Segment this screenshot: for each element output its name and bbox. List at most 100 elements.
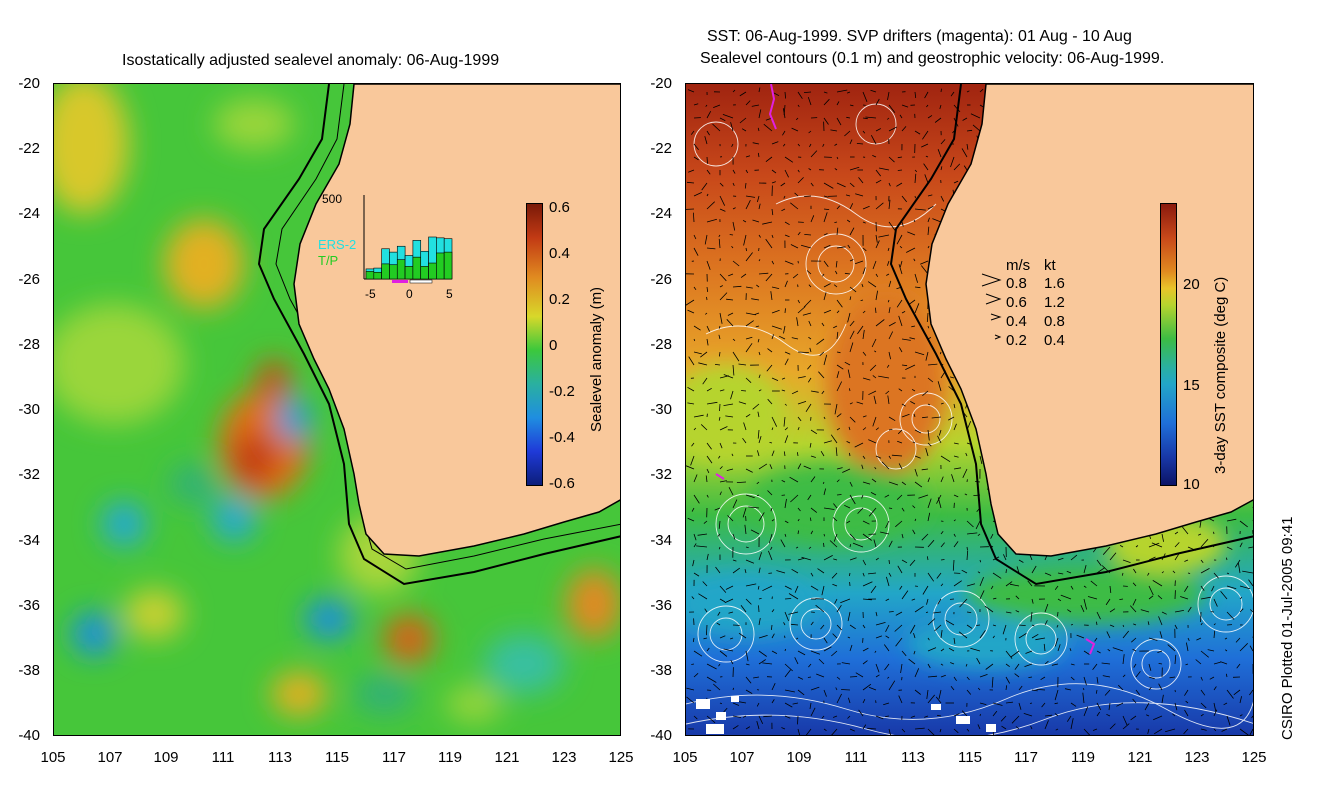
velocity-arrow — [914, 195, 916, 199]
velocity-arrow — [862, 520, 870, 525]
velocity-arrow — [1187, 637, 1190, 641]
velocity-arrow — [831, 572, 838, 579]
velocity-arrow — [1122, 630, 1130, 639]
velocity-arrow — [1252, 169, 1253, 170]
velocity-arrow — [1051, 663, 1059, 666]
velocity-arrow — [870, 585, 877, 594]
x-tick: 111 — [844, 749, 868, 766]
velocity-arrow — [1070, 554, 1078, 561]
velocity-arrow — [762, 585, 773, 592]
velocity-arrow — [712, 123, 721, 132]
velocity-arrow — [1121, 572, 1124, 576]
velocity-arrow — [1018, 685, 1023, 691]
x-tick: 123 — [551, 749, 577, 766]
velocity-arrow — [784, 435, 789, 444]
speed-ms: 0.8 — [1006, 275, 1027, 292]
velocity-arrow — [1252, 625, 1253, 626]
velocity-arrow — [732, 725, 739, 730]
velocity-arrow — [784, 169, 789, 178]
velocity-arrow — [885, 635, 890, 639]
velocity-arrow — [807, 364, 812, 370]
velocity-arrow — [778, 335, 786, 340]
velocity-arrow — [1252, 351, 1253, 352]
velocity-arrow — [913, 413, 916, 418]
velocity-arrow — [1252, 130, 1253, 131]
velocity-arrow — [953, 403, 956, 409]
velocity-arrow — [870, 492, 877, 496]
velocity-arrow — [823, 507, 835, 510]
velocity-arrow — [897, 169, 903, 171]
speed-legend-header-kt: kt — [1044, 257, 1056, 274]
velocity-arrow — [834, 168, 838, 171]
velocity-arrow — [927, 194, 933, 197]
velocity-arrow — [887, 299, 890, 303]
velocity-arrow — [1005, 701, 1014, 704]
velocity-arrow — [1133, 568, 1137, 574]
velocity-arrow — [784, 351, 791, 355]
svp-drifter-track — [768, 84, 777, 130]
velocity-arrow — [1148, 676, 1155, 680]
velocity-arrow — [771, 624, 773, 630]
velocity-arrow — [1252, 378, 1253, 380]
velocity-arrow — [693, 143, 699, 151]
velocity-arrow — [1109, 552, 1117, 561]
velocity-arrow — [913, 258, 916, 262]
velocity-arrow — [914, 173, 917, 184]
velocity-arrow — [900, 663, 903, 674]
velocity-arrow — [953, 163, 961, 171]
velocity-arrow — [867, 727, 877, 730]
velocity-arrow — [861, 283, 864, 288]
velocity-arrow — [693, 494, 700, 504]
velocity-arrow — [797, 518, 800, 522]
velocity-arrow — [992, 597, 997, 600]
velocity-arrow — [984, 605, 994, 613]
velocity-arrow — [927, 572, 935, 582]
velocity-arrow — [927, 226, 930, 236]
velocity-arrow — [1082, 692, 1085, 704]
velocity-arrow — [697, 533, 708, 536]
velocity-arrow — [791, 127, 799, 132]
velocity-arrow — [899, 585, 903, 590]
velocity-arrow — [835, 260, 838, 268]
velocity-arrow — [732, 702, 740, 706]
velocity-arrow — [948, 416, 955, 421]
velocity-arrow — [745, 413, 751, 418]
velocity-arrow — [977, 687, 981, 691]
velocity-arrow — [725, 585, 734, 590]
velocity-arrow — [1226, 518, 1237, 522]
velocity-arrow — [840, 598, 851, 604]
velocity-arrow — [862, 724, 867, 730]
y-tick: -30 — [650, 401, 672, 418]
velocity-arrow — [754, 312, 760, 315]
velocity-arrow — [807, 96, 812, 106]
velocity-arrow — [729, 637, 734, 640]
velocity-arrow — [1187, 572, 1191, 574]
velocity-arrow — [1122, 674, 1126, 678]
velocity-arrow — [1174, 702, 1178, 711]
velocity-arrow — [758, 715, 764, 724]
velocity-arrow — [1185, 700, 1189, 704]
velocity-arrow — [927, 539, 935, 548]
velocity-arrow — [1054, 689, 1059, 701]
velocity-arrow — [715, 566, 721, 574]
velocity-arrow — [784, 280, 788, 288]
velocity-arrow — [830, 434, 838, 444]
velocity-arrow — [693, 212, 695, 223]
velocity-arrow — [1135, 689, 1141, 695]
velocity-arrow — [771, 609, 775, 613]
velocity-arrow — [706, 338, 709, 346]
velocity-arrow — [719, 650, 728, 657]
velocity-arrow — [742, 437, 747, 444]
velocity-arrow — [953, 442, 959, 445]
velocity-arrow — [755, 325, 760, 328]
velocity-arrow — [696, 545, 708, 548]
velocity-arrow — [1226, 546, 1233, 550]
velocity-arrow — [687, 402, 695, 405]
velocity-arrow — [797, 401, 807, 405]
velocity-arrow — [781, 727, 786, 730]
velocity-arrow — [849, 342, 854, 353]
velocity-arrow — [953, 180, 959, 184]
velocity-arrow — [836, 676, 841, 680]
velocity-arrow — [691, 507, 695, 512]
velocity-arrow — [925, 155, 929, 158]
